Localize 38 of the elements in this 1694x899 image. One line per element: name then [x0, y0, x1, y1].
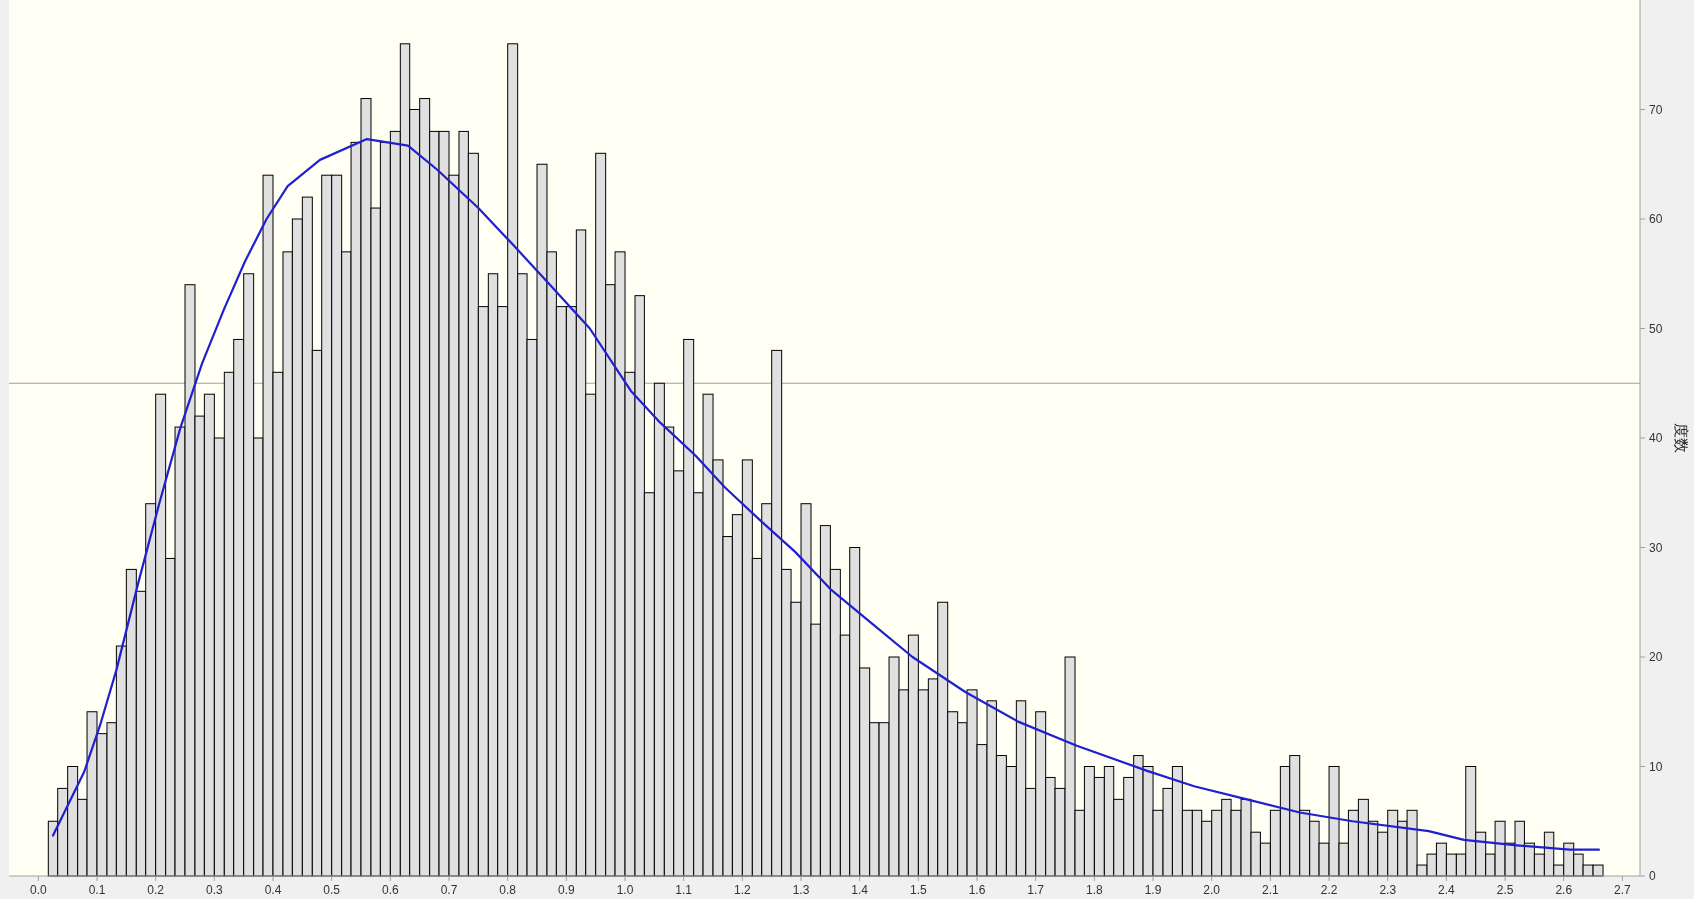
- x-tick-label: 0.9: [558, 883, 576, 897]
- x-tick-label: 0.1: [88, 883, 106, 897]
- x-tick-label: 1.6: [968, 883, 986, 897]
- x-tick-label: 1.0: [616, 883, 634, 897]
- x-tick-label: 1.3: [792, 883, 810, 897]
- y-tick-label: 40: [1649, 431, 1663, 445]
- y-tick-label: 0: [1649, 869, 1656, 883]
- x-tick-label: 2.6: [1555, 883, 1573, 897]
- y-axis-title: 度数: [1673, 423, 1690, 453]
- x-tick-label: 2.5: [1496, 883, 1514, 897]
- x-tick-label: 1.1: [675, 883, 693, 897]
- x-tick-label: 1.9: [1144, 883, 1162, 897]
- y-tick-label: 10: [1649, 759, 1663, 774]
- x-tick-label: 2.7: [1614, 883, 1632, 897]
- x-tick-label: 2.4: [1438, 883, 1456, 897]
- x-tick-label: 1.8: [1086, 883, 1104, 897]
- y-tick-label: 20: [1649, 650, 1663, 664]
- x-tick-label: 1.4: [851, 883, 869, 897]
- x-tick-label: 0.6: [382, 883, 400, 897]
- x-tick-label: 2.1: [1262, 883, 1280, 897]
- x-tick-label: 0.0: [29, 883, 47, 897]
- x-tick-label: 2.3: [1379, 883, 1397, 897]
- x-tick-label: 1.5: [910, 883, 928, 897]
- x-tick-label: 0.3: [206, 883, 224, 897]
- x-tick-label: 1.7: [1027, 883, 1045, 897]
- y-tick-label: 30: [1649, 540, 1663, 555]
- x-tick-label: 2.2: [1320, 883, 1338, 897]
- x-tick-label: 0.4: [264, 883, 282, 897]
- y-tick-label: 70: [1649, 102, 1663, 117]
- x-tick-label: 0.7: [440, 883, 458, 897]
- x-tick-label: 0.5: [323, 883, 341, 897]
- x-tick-label: 1.2: [734, 883, 752, 897]
- y-tick-label: 50: [1649, 321, 1663, 336]
- y-tick-label: 60: [1649, 212, 1663, 226]
- line-series: [51, 137, 1601, 851]
- x-tick-label: 2.0: [1203, 883, 1221, 897]
- x-tick-label: 0.2: [147, 883, 165, 897]
- x-tick-label: 0.8: [499, 883, 517, 897]
